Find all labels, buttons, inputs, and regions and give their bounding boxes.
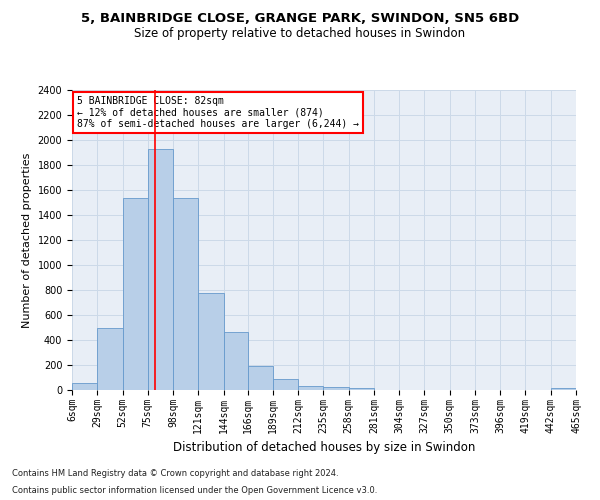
Bar [551,388,576,390]
Bar [224,332,248,390]
Text: Contains public sector information licensed under the Open Government Licence v3: Contains public sector information licen… [12,486,377,495]
X-axis label: Distribution of detached houses by size in Swindon: Distribution of detached houses by size … [173,441,475,454]
Bar [97,328,122,390]
Bar [323,387,349,390]
Bar [298,386,323,390]
Bar [273,379,298,390]
Y-axis label: Number of detached properties: Number of detached properties [22,152,32,328]
Bar [173,198,198,390]
Bar [72,382,97,390]
Text: Size of property relative to detached houses in Swindon: Size of property relative to detached ho… [134,28,466,40]
Bar [349,388,374,390]
Text: 5 BAINBRIDGE CLOSE: 82sqm
← 12% of detached houses are smaller (874)
87% of semi: 5 BAINBRIDGE CLOSE: 82sqm ← 12% of detac… [77,96,359,129]
Bar [122,198,148,390]
Text: 5, BAINBRIDGE CLOSE, GRANGE PARK, SWINDON, SN5 6BD: 5, BAINBRIDGE CLOSE, GRANGE PARK, SWINDO… [81,12,519,26]
Bar [148,149,173,390]
Bar [198,292,224,390]
Bar [248,366,273,390]
Text: Contains HM Land Registry data © Crown copyright and database right 2024.: Contains HM Land Registry data © Crown c… [12,468,338,477]
